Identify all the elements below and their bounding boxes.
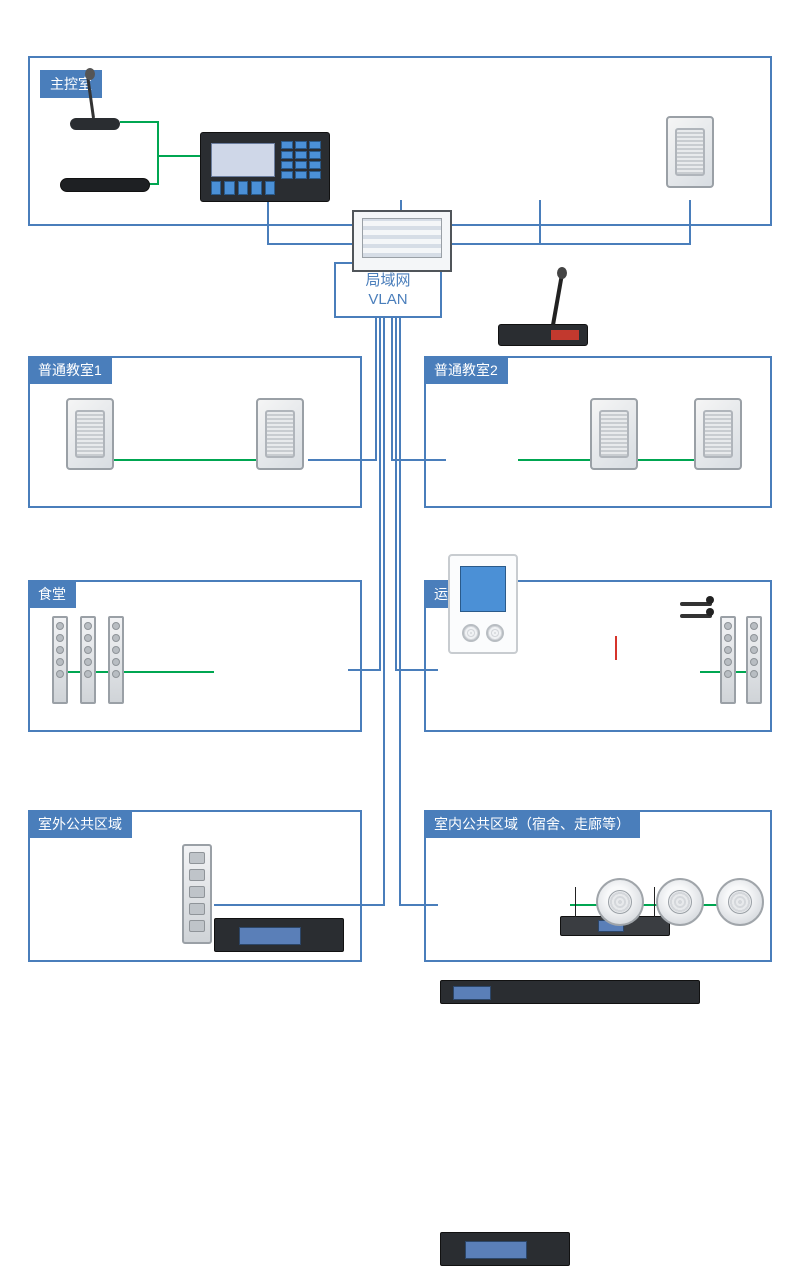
classroom2-speaker-2 xyxy=(694,398,742,470)
classroom1-speaker-right xyxy=(256,398,304,470)
playground-column-2 xyxy=(746,616,762,704)
label-canteen: 食堂 xyxy=(28,580,76,608)
indoor-ceiling-1 xyxy=(596,878,644,926)
label-indoor: 室内公共区域（宿舍、走廊等） xyxy=(424,810,640,838)
indoor-ceiling-2 xyxy=(656,878,704,926)
canteen-column-1 xyxy=(52,616,68,704)
classroom1-speaker-left xyxy=(66,398,114,470)
indoor-rack xyxy=(440,1232,570,1266)
classroom2-speaker-1 xyxy=(590,398,638,470)
vlan-text1: 局域网 xyxy=(365,271,410,291)
label-outdoor: 室外公共区域 xyxy=(28,810,132,838)
vlan-text2: VLAN xyxy=(368,290,407,310)
canteen-column-3 xyxy=(108,616,124,704)
zone-canteen xyxy=(28,580,362,732)
playground-rack xyxy=(440,980,700,1004)
outdoor-column-speaker xyxy=(182,844,212,944)
indoor-ceiling-3 xyxy=(716,878,764,926)
cd-player xyxy=(60,178,150,192)
playground-column-1 xyxy=(720,616,736,704)
zone-control-room xyxy=(28,56,772,226)
canteen-column-2 xyxy=(80,616,96,704)
canteen-rack xyxy=(214,918,344,952)
classroom2-wall-panel xyxy=(448,554,518,654)
label-classroom1: 普通教室1 xyxy=(28,356,112,384)
playground-handheld-mic-2 xyxy=(680,614,712,618)
playground-handheld-mic-1 xyxy=(680,602,712,606)
control-room-speaker xyxy=(666,116,714,188)
desk-mic xyxy=(70,118,120,130)
touch-panel xyxy=(352,210,452,272)
paging-mic xyxy=(498,324,588,346)
label-classroom2: 普通教室2 xyxy=(424,356,508,384)
main-controller xyxy=(200,132,330,202)
